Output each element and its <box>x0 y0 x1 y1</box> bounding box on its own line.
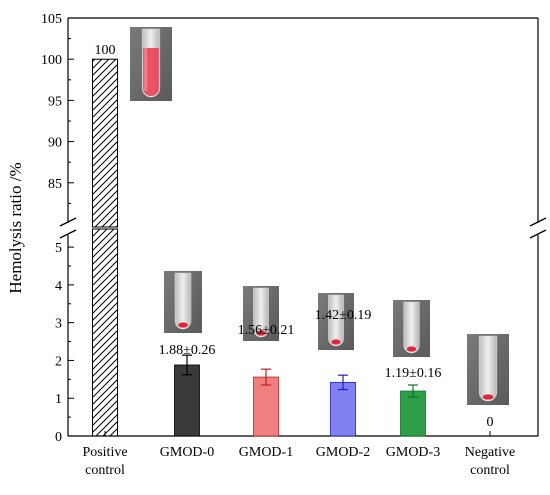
bar <box>400 390 426 437</box>
y-tick-label: 100 <box>41 53 62 68</box>
data-label: 1.19±0.16 <box>385 366 442 381</box>
axis-break-mark-right <box>529 217 547 227</box>
category-label: GMOD-3 <box>386 445 440 460</box>
y-tick-label: 5 <box>55 241 62 256</box>
category-label: Negative <box>465 445 516 460</box>
data-label: 1.42±0.19 <box>315 308 372 323</box>
test-tube-photo <box>130 27 172 101</box>
y-tick-label: 3 <box>55 317 62 332</box>
category-label: GMOD-1 <box>239 445 293 460</box>
category-label: control <box>470 463 510 478</box>
y-tick-label: 95 <box>48 94 62 109</box>
category-label: GMOD-0 <box>160 445 214 460</box>
bar <box>253 376 279 437</box>
axis-break-mark-right <box>529 229 547 239</box>
y-tick-label: 85 <box>48 177 62 192</box>
bar-positive-control-lower <box>92 228 118 437</box>
test-tube-photo <box>164 271 202 333</box>
y-tick-label: 4 <box>55 279 62 294</box>
test-tube-photo <box>467 334 509 405</box>
test-tube-photo <box>318 293 354 350</box>
data-label: 0 <box>487 415 494 430</box>
test-tube-photo <box>393 300 430 357</box>
y-tick-label: 105 <box>41 12 62 27</box>
y-tick-label: 0 <box>55 430 62 445</box>
data-label: 1.88±0.26 <box>159 343 216 358</box>
category-label: GMOD-2 <box>316 445 370 460</box>
category-label: control <box>85 463 125 478</box>
axis-break-mark-left <box>59 217 77 227</box>
category-label: Positive <box>82 445 127 460</box>
y-tick-label: 90 <box>48 136 62 151</box>
data-label: 1.56±0.21 <box>238 323 295 338</box>
y-tick-label: 2 <box>55 354 62 369</box>
bar <box>330 381 356 437</box>
bar-positive-control-upper <box>92 58 118 228</box>
bar <box>174 364 200 437</box>
axis-break-mark-left <box>59 229 77 239</box>
data-label: 100 <box>95 43 116 58</box>
y-axis-title: Hemolysis ratio /% <box>6 162 25 293</box>
test-tube-photo <box>243 286 279 341</box>
y-tick-label: 1 <box>55 392 62 407</box>
